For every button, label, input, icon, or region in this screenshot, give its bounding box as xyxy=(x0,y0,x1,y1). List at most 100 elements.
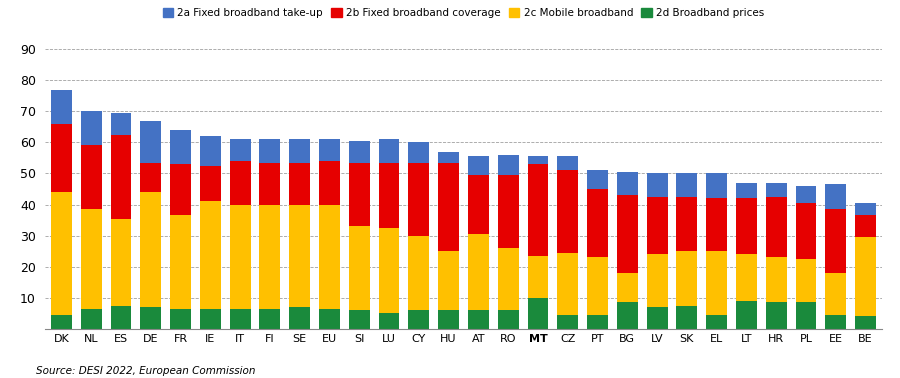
Bar xyxy=(587,315,608,329)
Bar xyxy=(557,253,578,315)
Bar xyxy=(766,183,787,197)
Bar xyxy=(647,307,668,329)
Bar xyxy=(349,163,370,226)
Bar xyxy=(81,111,102,146)
Bar xyxy=(677,197,698,251)
Bar xyxy=(379,163,400,228)
Bar xyxy=(259,139,280,163)
Bar xyxy=(200,201,220,309)
Bar xyxy=(468,175,489,234)
Bar xyxy=(677,305,698,329)
Bar xyxy=(170,130,191,164)
Bar xyxy=(289,204,310,307)
Bar xyxy=(409,310,429,329)
Bar xyxy=(349,310,370,329)
Bar xyxy=(468,234,489,310)
Bar xyxy=(587,189,608,257)
Bar xyxy=(170,164,191,215)
Bar xyxy=(498,248,518,310)
Bar xyxy=(230,204,250,309)
Bar xyxy=(349,141,370,163)
Bar xyxy=(498,175,518,248)
Bar xyxy=(736,301,757,329)
Bar xyxy=(289,307,310,329)
Bar xyxy=(170,215,191,309)
Bar xyxy=(736,254,757,301)
Bar xyxy=(855,203,876,215)
Bar xyxy=(409,235,429,310)
Bar xyxy=(81,309,102,329)
Bar xyxy=(319,161,340,204)
Bar xyxy=(825,315,846,329)
Bar xyxy=(706,315,727,329)
Bar xyxy=(200,136,220,166)
Bar xyxy=(527,156,548,164)
Bar xyxy=(51,192,72,315)
Bar xyxy=(259,204,280,309)
Bar xyxy=(557,156,578,170)
Bar xyxy=(527,298,548,329)
Bar xyxy=(855,215,876,237)
Bar xyxy=(438,310,459,329)
Bar xyxy=(796,186,816,203)
Bar xyxy=(170,309,191,329)
Bar xyxy=(468,310,489,329)
Bar xyxy=(81,209,102,309)
Bar xyxy=(616,302,638,329)
Bar xyxy=(140,307,161,329)
Bar xyxy=(379,139,400,163)
Bar xyxy=(647,174,668,197)
Bar xyxy=(409,143,429,163)
Bar xyxy=(438,163,459,251)
Bar xyxy=(766,257,787,302)
Bar xyxy=(557,315,578,329)
Bar xyxy=(825,184,846,209)
Bar xyxy=(587,257,608,315)
Bar xyxy=(140,163,161,192)
Bar xyxy=(51,124,72,192)
Bar xyxy=(677,251,698,305)
Bar xyxy=(319,204,340,309)
Bar xyxy=(140,192,161,307)
Bar xyxy=(259,163,280,204)
Bar xyxy=(766,197,787,257)
Bar xyxy=(51,90,72,124)
Bar xyxy=(200,309,220,329)
Bar xyxy=(200,166,220,201)
Bar xyxy=(111,113,131,135)
Bar xyxy=(319,139,340,161)
Bar xyxy=(796,302,816,329)
Bar xyxy=(409,163,429,235)
Bar xyxy=(587,170,608,189)
Bar xyxy=(230,139,250,161)
Text: Source: DESI 2022, European Commission: Source: DESI 2022, European Commission xyxy=(36,366,256,376)
Bar xyxy=(736,183,757,198)
Bar xyxy=(647,254,668,307)
Bar xyxy=(111,218,131,305)
Legend: 2a Fixed broadband take-up, 2b Fixed broadband coverage, 2c Mobile broadband, 2d: 2a Fixed broadband take-up, 2b Fixed bro… xyxy=(158,4,769,22)
Bar xyxy=(825,273,846,315)
Bar xyxy=(796,203,816,259)
Bar xyxy=(736,198,757,254)
Bar xyxy=(677,174,698,197)
Bar xyxy=(766,302,787,329)
Bar xyxy=(616,172,638,195)
Bar xyxy=(140,121,161,163)
Bar xyxy=(616,195,638,273)
Bar xyxy=(259,309,280,329)
Bar xyxy=(855,316,876,329)
Bar xyxy=(230,309,250,329)
Bar xyxy=(498,155,518,175)
Bar xyxy=(527,164,548,256)
Bar xyxy=(706,174,727,198)
Bar xyxy=(796,259,816,302)
Bar xyxy=(438,152,459,163)
Bar xyxy=(379,228,400,313)
Bar xyxy=(379,313,400,329)
Bar xyxy=(527,256,548,298)
Bar xyxy=(706,198,727,251)
Bar xyxy=(616,273,638,302)
Bar xyxy=(825,209,846,273)
Bar xyxy=(81,146,102,209)
Bar xyxy=(319,309,340,329)
